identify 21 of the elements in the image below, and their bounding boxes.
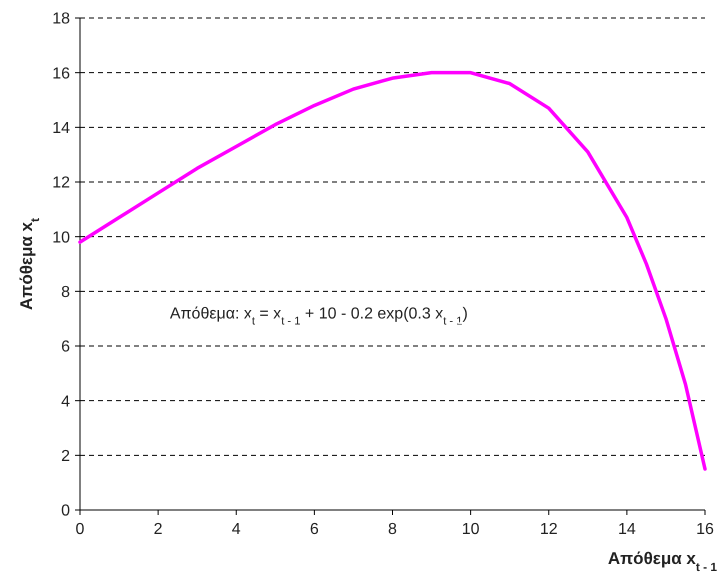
x-tick-label: 2 <box>154 521 163 538</box>
y-tick-label: 4 <box>61 393 70 410</box>
y-tick-label: 18 <box>52 10 70 28</box>
x-tick-label: 12 <box>540 521 558 538</box>
y-tick-label: 6 <box>61 338 70 356</box>
y-tick-label: 10 <box>52 229 70 246</box>
line-series <box>78 70 707 471</box>
x-tick-label: 6 <box>310 521 319 538</box>
x-tick-label: 0 <box>76 521 85 538</box>
x-axis-title: Απόθεμα x$_{t - 1}$ <box>608 549 718 574</box>
x-tick-label: 10 <box>462 521 480 538</box>
y-tick-label: 12 <box>52 174 70 192</box>
y-tick-label: 0 <box>61 502 70 520</box>
x-tick-label: 8 <box>388 521 398 538</box>
x-tick-label: 4 <box>232 521 241 538</box>
x-tick-label: 14 <box>618 521 636 538</box>
y-tick-label: 14 <box>52 120 70 137</box>
y-tick-label: 8 <box>61 284 70 301</box>
x-tick-label: 16 <box>696 521 714 538</box>
y-tick-label: 16 <box>52 65 70 82</box>
y-tick-label: 2 <box>61 448 70 465</box>
